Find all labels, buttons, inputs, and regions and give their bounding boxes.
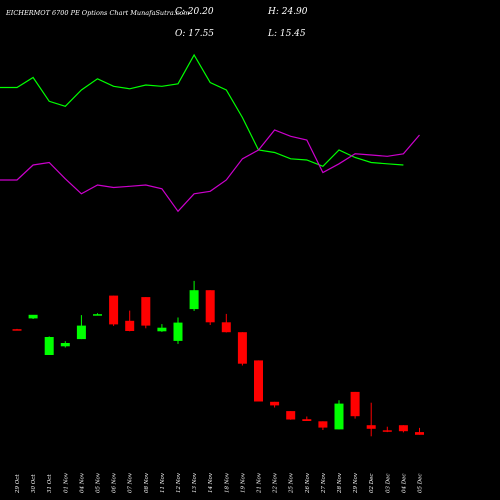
candle-body — [44, 337, 54, 355]
chart-title: EICHERMOT 6700 PE Options Chart MunafaSu… — [5, 9, 189, 17]
x-tick-label: 02 Dec — [369, 474, 375, 494]
candle-body — [318, 421, 328, 428]
x-tick-label: 14 Nov — [208, 472, 214, 493]
x-tick-label: 11 Nov — [160, 472, 166, 493]
candle-body — [60, 343, 70, 347]
x-tick-label: 26 Nov — [305, 472, 311, 494]
open-value: O: 17.55 — [175, 29, 214, 39]
x-tick-label: 29 Oct — [15, 474, 21, 494]
x-tick-label: 31 Oct — [47, 474, 53, 493]
candle-body — [286, 411, 296, 420]
x-tick-label: 05 Nov — [96, 472, 102, 493]
candle-body — [366, 425, 376, 429]
x-tick-label: 05 Dec — [418, 474, 424, 494]
candle-body — [76, 325, 86, 340]
candle-body — [270, 401, 280, 406]
indicator-lines — [0, 53, 420, 213]
x-tick-label: 27 Nov — [321, 472, 327, 494]
candle-body — [109, 295, 119, 325]
green-indicator-line — [0, 53, 404, 168]
candle-body — [254, 360, 263, 402]
candle-body — [28, 314, 38, 319]
candle-body — [221, 322, 231, 333]
candle-body — [12, 329, 22, 331]
low-value: L: 15.45 — [267, 29, 306, 39]
x-tick-label: 04 Dec — [401, 474, 407, 494]
candle-body — [125, 320, 135, 331]
candle-body — [141, 297, 151, 326]
x-tick-label: 04 Nov — [79, 472, 85, 493]
candle-body — [157, 327, 167, 332]
x-tick-label: 08 Nov — [144, 472, 150, 493]
x-tick-label: 30 Oct — [31, 474, 37, 493]
candle-body — [93, 314, 102, 316]
high-value: H: 24.90 — [267, 7, 308, 17]
x-tick-label: 22 Nov — [273, 472, 279, 494]
x-tick-label: 03 Dec — [385, 474, 391, 494]
candle-body — [382, 430, 392, 432]
candle-body — [237, 332, 247, 364]
candle-body — [350, 391, 360, 417]
x-tick-label: 25 Nov — [289, 472, 295, 494]
x-tick-label: 18 Nov — [224, 472, 230, 493]
x-tick-label: 06 Nov — [112, 472, 118, 493]
purple-indicator-line — [0, 129, 420, 213]
x-tick-label: 21 Nov — [257, 472, 263, 494]
candle-body — [334, 403, 344, 430]
candle-body — [302, 419, 312, 421]
x-axis-labels: 29 Oct 30 Oct 31 Oct 01 Nov 04 Nov 05 Nov 06 N… — [15, 472, 424, 494]
x-tick-label: 07 Nov — [128, 472, 134, 493]
close-value: C: 20.20 — [175, 7, 214, 17]
candle-body — [205, 290, 215, 323]
x-tick-label: 13 Nov — [192, 472, 198, 493]
x-tick-label: 29 Nov — [353, 472, 359, 494]
candle-body — [189, 290, 199, 310]
candles — [12, 280, 424, 437]
x-tick-label: 28 Nov — [337, 472, 343, 494]
candle-body — [415, 432, 424, 435]
candle-body — [173, 322, 183, 341]
x-tick-label: 12 Nov — [176, 472, 182, 493]
candle-body — [398, 425, 408, 432]
x-tick-label: 19 Nov — [240, 472, 246, 493]
x-tick-label: 01 Nov — [63, 472, 69, 493]
